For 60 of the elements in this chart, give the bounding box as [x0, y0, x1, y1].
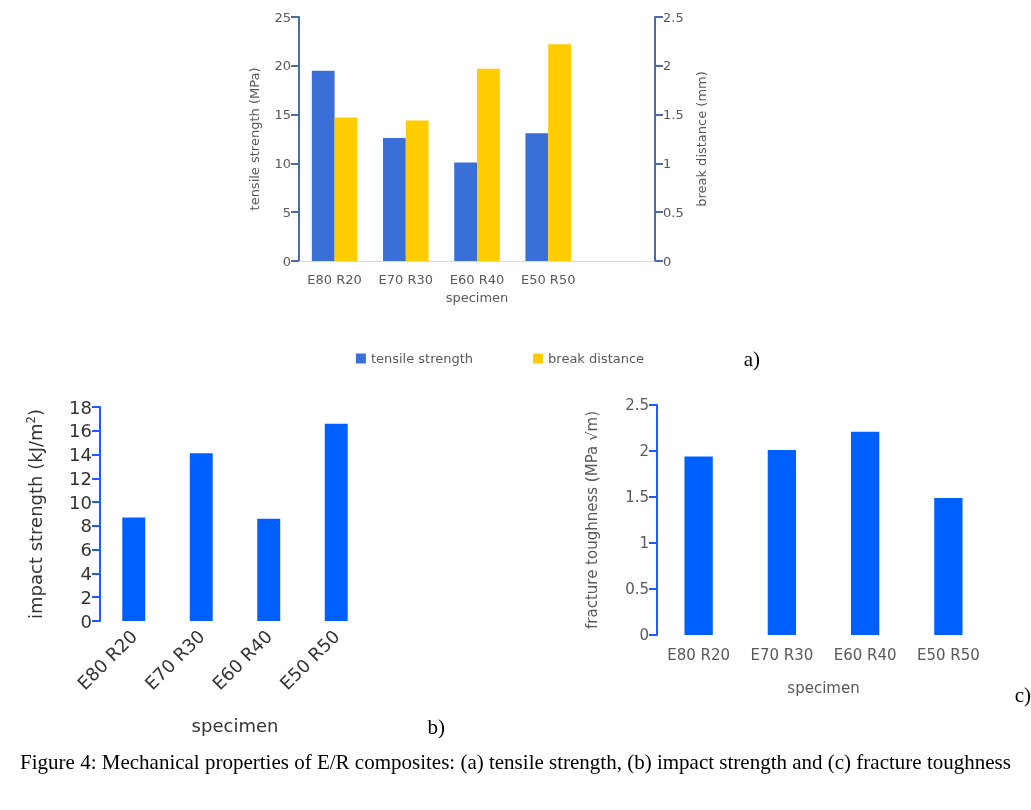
y2-tick-label: 1.5 — [663, 107, 684, 123]
x-tick-label: E50 R50 — [916, 645, 980, 664]
y2-tick-label: 1 — [663, 155, 672, 171]
bar — [850, 431, 880, 635]
bar — [189, 453, 213, 621]
y-tick-label: 2.5 — [625, 396, 649, 414]
y2-tick-label: 2 — [663, 58, 672, 74]
x-tick-label: E80 R20 — [307, 272, 362, 287]
bar — [684, 456, 713, 635]
y-tick-label: 0 — [80, 610, 92, 632]
text: b) — [427, 715, 445, 740]
y-tick-label: 0.5 — [625, 580, 649, 598]
caption: Figure 4: Mechanical properties of E/R composites: (a) tensile strength, (b) impact strength and (c) fracture toughness — [19, 749, 1012, 776]
y-tick-label: 20 — [274, 58, 291, 74]
y-tick-label: 5 — [282, 204, 291, 220]
y2-tick-label: 0.5 — [663, 204, 684, 220]
y2-tick-label: 2.5 — [663, 9, 684, 25]
x-tick-label: E60 R40 — [208, 625, 277, 694]
x-tick-label: E60 R40 — [833, 645, 897, 664]
x-axis-title: specimen — [191, 714, 279, 736]
y-tick-label: 10 — [274, 155, 291, 171]
y-axis-title: tensile strength (MPa) — [247, 67, 262, 211]
text: a) — [743, 347, 760, 372]
x-tick-label: E70 R30 — [750, 645, 814, 664]
y-tick-label: 0 — [282, 253, 291, 269]
y2-tick-label: 0 — [663, 253, 672, 269]
y2-axis-title: break distance (mm) — [693, 71, 709, 207]
bar — [257, 518, 281, 621]
y-tick-label: 14 — [69, 444, 92, 466]
x-tick-label: E60 R40 — [449, 272, 505, 287]
bar — [934, 497, 963, 635]
x-tick-label: E50 R50 — [275, 625, 344, 694]
x-axis-title: specimen — [445, 289, 509, 305]
y-tick-label: 1 — [639, 534, 649, 552]
y-tick-label: 16 — [69, 420, 92, 442]
y-tick-label: 15 — [274, 107, 291, 123]
y-tick-label: 8 — [80, 515, 92, 537]
bar — [122, 517, 146, 621]
y-tick-label: 6 — [80, 539, 92, 561]
y-tick-label: 12 — [69, 467, 92, 489]
x-tick-label: E50 R50 — [520, 272, 576, 287]
legend-label: break distance — [548, 351, 645, 366]
y-tick-label: 2 — [639, 442, 649, 460]
text: c) — [1014, 683, 1031, 708]
y-tick-label: 25 — [274, 9, 291, 25]
y-tick-label: 18 — [69, 396, 92, 418]
y-tick-label: 4 — [80, 562, 92, 584]
bar — [767, 450, 797, 635]
x-axis-title: specimen — [787, 678, 860, 697]
y-tick-label: 2 — [80, 586, 92, 608]
y-tick-label: 0 — [639, 626, 649, 644]
bar — [324, 423, 348, 621]
y-tick-label: 10 — [69, 491, 92, 513]
x-tick-label: E70 R30 — [378, 272, 434, 287]
x-tick-label: E70 R30 — [140, 625, 209, 694]
y-tick-label: 1.5 — [625, 488, 649, 506]
y-axis-title: fracture toughness (MPa √m) — [582, 411, 601, 629]
legend-label: tensile strength — [370, 351, 474, 366]
x-tick-label: E80 R20 — [667, 645, 731, 664]
y-axis-title: impact strength (kJ/m2) — [24, 408, 46, 620]
